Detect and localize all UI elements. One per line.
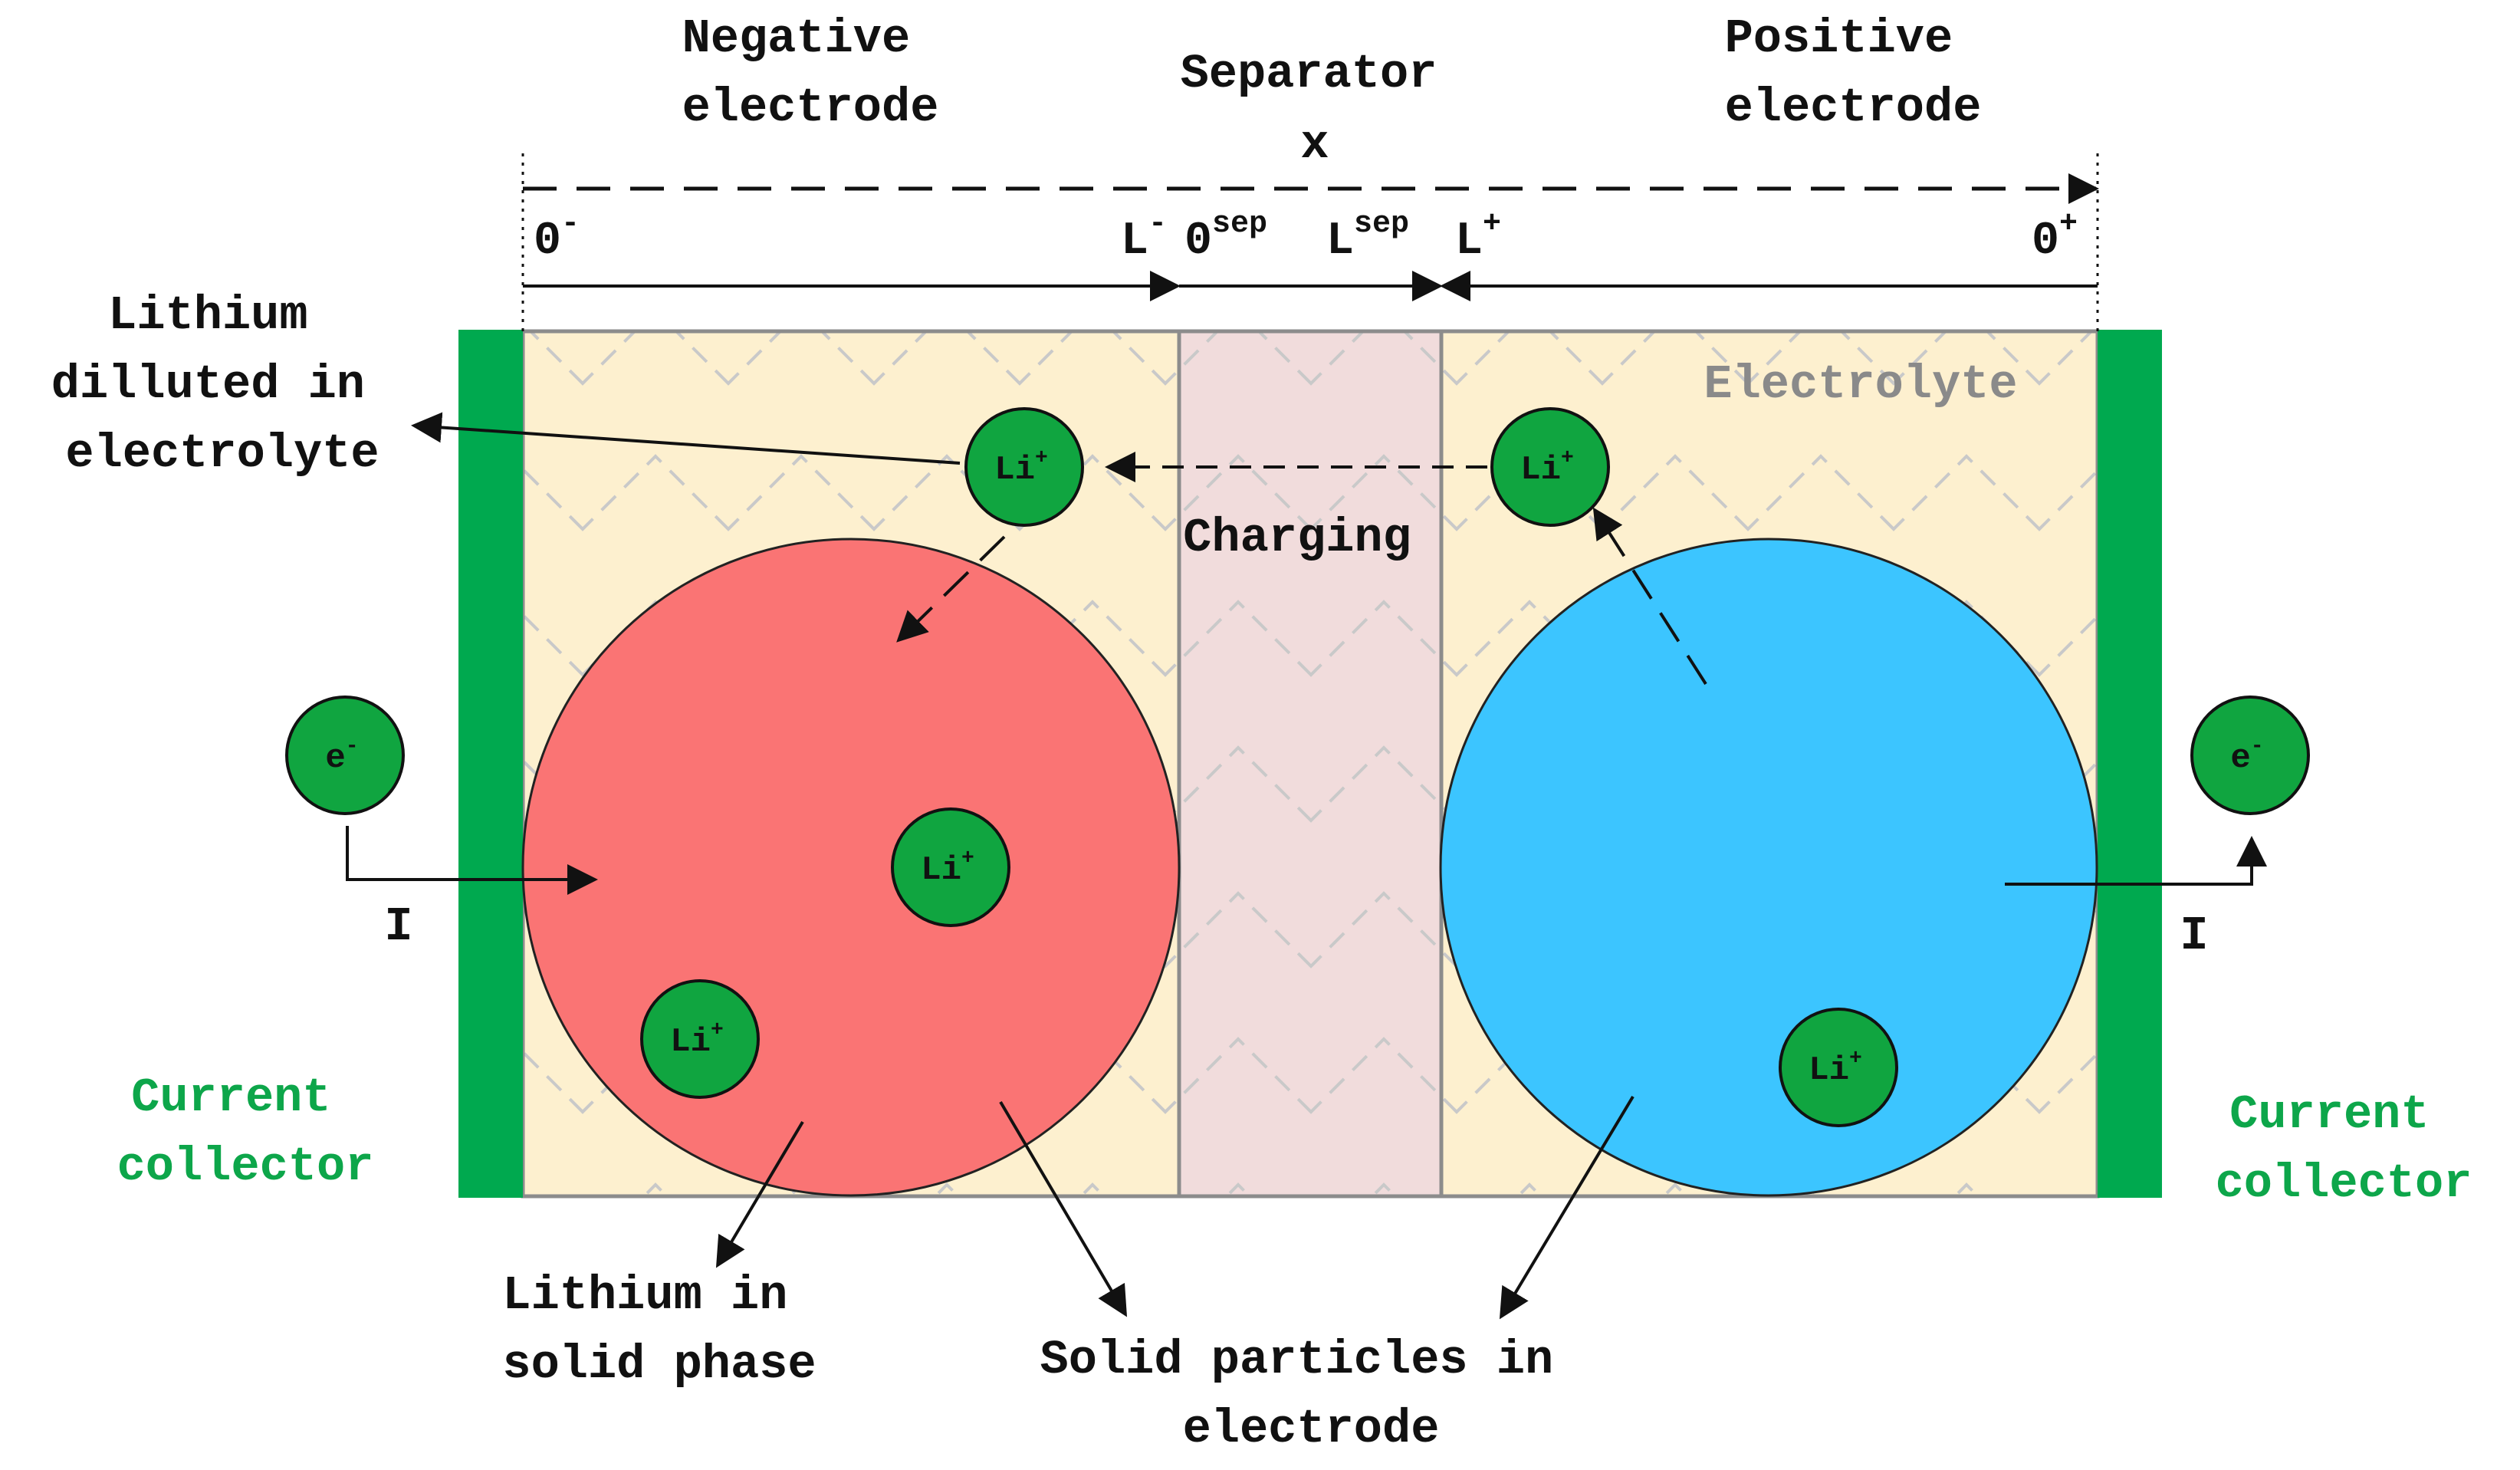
neg-particle-pointer [999, 1100, 1128, 1317]
tick-zero-plus: 0+ [2032, 207, 2078, 268]
tick-l-plus: L+ [1455, 207, 1501, 268]
svg-text:Li+: Li+ [670, 1018, 724, 1061]
li-ion-solid-negative-2: Li+ [640, 979, 760, 1099]
svg-text:Li+: Li+ [1809, 1047, 1862, 1090]
pos-particle-pointer [1499, 1095, 1635, 1320]
electron-right: e- [2190, 696, 2310, 815]
tick-l-minus: L- [1121, 207, 1167, 268]
current-collector-label-left: Current collector [117, 1070, 374, 1194]
positive-solid-particle [1439, 538, 2098, 1197]
current-collector-right [2098, 330, 2162, 1198]
svg-text:Li+: Li+ [921, 847, 974, 890]
positive-electrode-label: Positive electrode [1725, 12, 1982, 135]
charging-label: Charging [1183, 511, 1411, 565]
x-axis: 0- L- 0sep Lsep L+ 0+ [521, 153, 2099, 331]
li-ion-solid-positive: Li+ [1779, 1008, 1898, 1127]
negative-solid-particle [521, 538, 1181, 1197]
x-axis-label: x [1300, 117, 1329, 172]
electrolyte-label: Electrolyte [1704, 357, 2017, 412]
separator-hatch [1179, 331, 1441, 1196]
current-label-left: I [384, 899, 412, 954]
electron-out-arrow [2005, 836, 2267, 886]
tick-l-sep: Lsep [1326, 207, 1409, 268]
lithium-solid-label: Lithium in solid phase [502, 1268, 816, 1392]
li-ion-electrolyte-negative: Li+ [964, 407, 1084, 527]
diluted-pointer-arrow [411, 412, 961, 465]
arrows [346, 412, 2267, 1320]
lithium-solid-pointer [715, 1120, 804, 1268]
negative-electrode-label: Negative electrode [682, 12, 939, 135]
svg-text:Li+: Li+ [994, 446, 1048, 489]
intercalation-arrow [896, 535, 1006, 643]
current-collector-label-right: Current collector [2216, 1087, 2472, 1211]
deintercalation-arrow [1592, 507, 1707, 686]
li-ion-electrolyte-positive: Li+ [1490, 407, 1610, 527]
electron-left: e- [285, 696, 405, 815]
tick-zero-sep: 0sep [1184, 207, 1267, 268]
electron-in-arrow [346, 826, 598, 895]
current-label-right: I [2180, 909, 2208, 963]
svg-text:e-: e- [325, 735, 358, 778]
lithium-diluted-label: Lithium dilluted in electrolyte [51, 288, 394, 481]
svg-text:e-: e- [2230, 735, 2263, 778]
current-collector-left [458, 330, 523, 1198]
li-ion-solid-negative-1: Li+ [891, 807, 1010, 927]
solid-particles-label: Solid particles in electrode [1040, 1333, 1582, 1456]
svg-text:Li+: Li+ [1520, 446, 1574, 489]
tick-zero-minus: 0- [534, 207, 580, 268]
separator-label: Separator [1181, 47, 1437, 101]
